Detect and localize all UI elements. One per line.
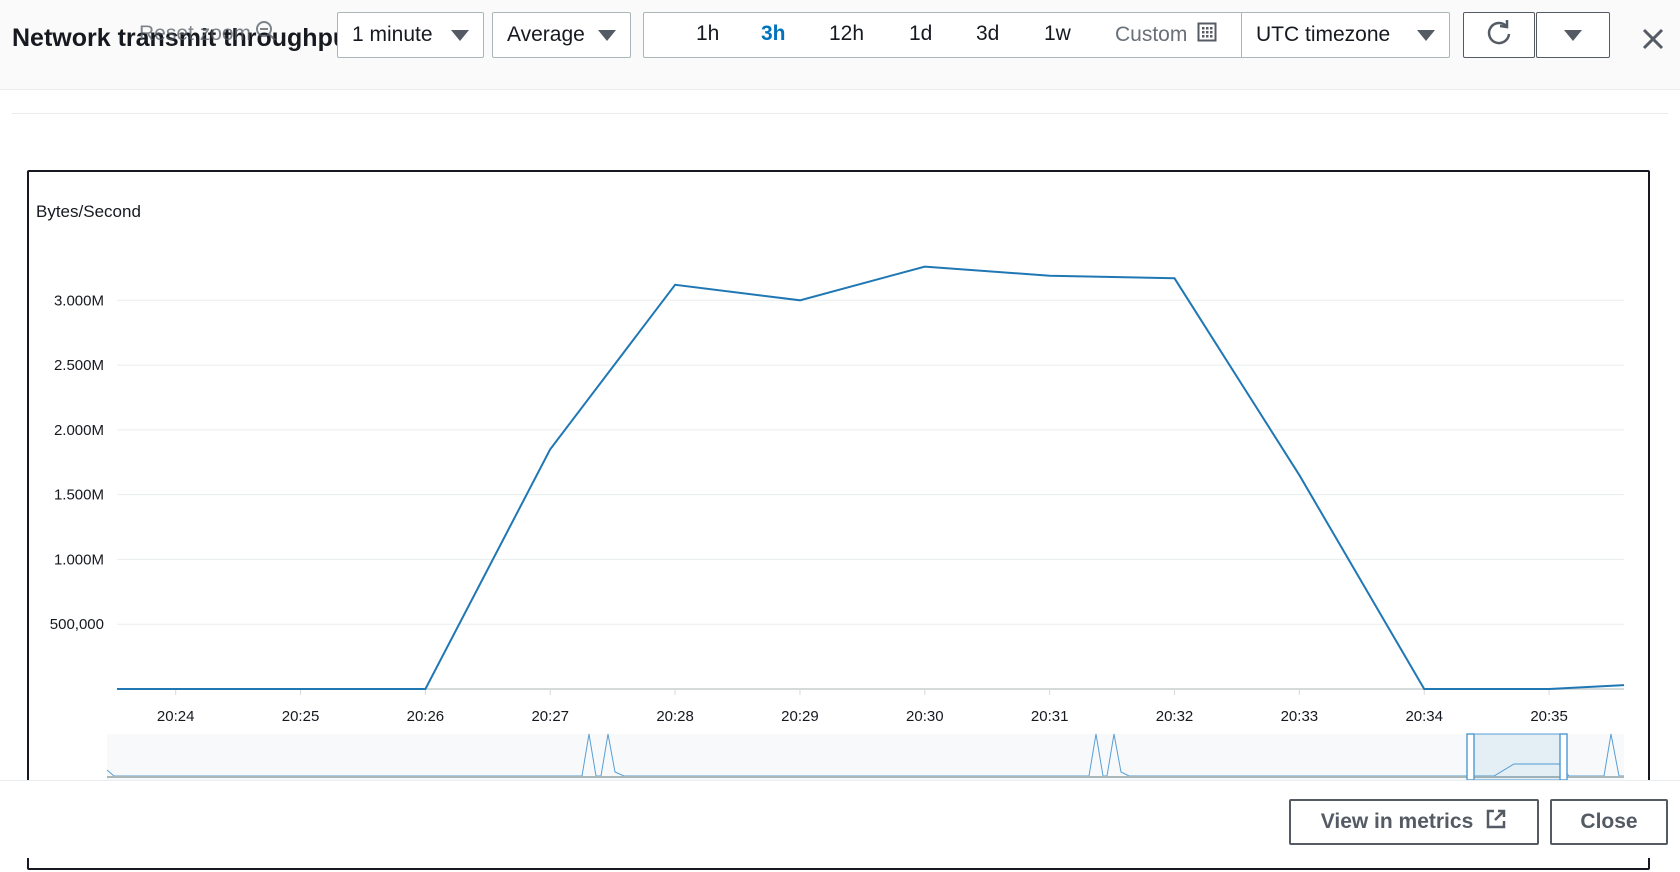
refresh-options-button[interactable]	[1536, 12, 1610, 58]
period-select-value: 1 minute	[352, 23, 433, 47]
x-tick-label: 20:30	[906, 708, 944, 725]
x-tick-label: 20:31	[1031, 708, 1069, 725]
brush-handle-left	[1467, 734, 1474, 780]
x-tick-label: 20:32	[1156, 708, 1194, 725]
overview-strip	[107, 734, 1624, 780]
timezone-select[interactable]: UTC timezone	[1241, 12, 1450, 58]
y-tick-label: 500,000	[50, 616, 104, 633]
x-tick-label: 20:34	[1405, 708, 1443, 725]
divider	[12, 113, 1668, 114]
chart-container: Bytes/Second 500,000 1.000M 1.500M 2.000M 2.5…	[27, 170, 1650, 870]
caret-down-icon	[1564, 30, 1582, 41]
range-3h[interactable]: 3h	[761, 22, 786, 46]
x-tick-label: 20:33	[1281, 708, 1319, 725]
refresh-icon	[1485, 19, 1513, 52]
time-range-selector: 1h 3h 12h 1d 3d 1w Custom	[643, 12, 1241, 58]
range-1h[interactable]: 1h	[696, 22, 719, 46]
view-in-metrics-button[interactable]: View in metrics	[1289, 799, 1539, 845]
x-tick-label: 20:25	[282, 708, 320, 725]
external-link-icon	[1485, 808, 1507, 836]
close-icon[interactable]	[1640, 26, 1666, 52]
close-button[interactable]: Close	[1550, 799, 1668, 845]
zoom-out-icon	[255, 20, 277, 48]
caret-down-icon	[451, 30, 469, 41]
modal-header: Network transmit throughput Reset zoom 1…	[0, 0, 1680, 90]
range-custom[interactable]: Custom	[1115, 22, 1217, 48]
caret-down-icon	[598, 30, 616, 41]
x-tick-label: 20:24	[157, 708, 195, 725]
y-axis-label: Bytes/Second	[36, 202, 141, 221]
close-button-label: Close	[1580, 810, 1637, 834]
x-tick-label: 20:35	[1530, 708, 1568, 725]
series-line	[117, 267, 1624, 689]
y-tick-label: 3.000M	[54, 292, 104, 309]
y-tick-label: 1.500M	[54, 487, 104, 504]
range-custom-label: Custom	[1115, 23, 1187, 47]
x-tick-label: 20:28	[656, 708, 694, 725]
range-1d[interactable]: 1d	[909, 22, 932, 46]
modal-footer: View in metrics Close	[0, 780, 1680, 858]
x-tick-label: 20:29	[781, 708, 819, 725]
caret-down-icon	[1417, 30, 1435, 41]
calendar-icon	[1197, 22, 1217, 48]
range-1w[interactable]: 1w	[1044, 22, 1071, 46]
refresh-button[interactable]	[1463, 12, 1535, 58]
period-select[interactable]: 1 minute	[337, 12, 484, 58]
statistic-select[interactable]: Average	[492, 12, 631, 58]
view-in-metrics-label: View in metrics	[1321, 810, 1474, 834]
reset-zoom-button[interactable]: Reset zoom	[139, 20, 277, 48]
range-3d[interactable]: 3d	[976, 22, 999, 46]
x-tick-label: 20:26	[407, 708, 445, 725]
y-tick-label: 2.000M	[54, 422, 104, 439]
x-tick-label: 20:27	[531, 708, 569, 725]
statistic-select-value: Average	[507, 23, 585, 47]
y-tick-label: 2.500M	[54, 357, 104, 374]
range-12h[interactable]: 12h	[829, 22, 864, 46]
timezone-select-value: UTC timezone	[1256, 23, 1390, 47]
reset-zoom-label: Reset zoom	[139, 22, 251, 46]
brush-handle-right	[1560, 734, 1567, 780]
line-chart[interactable]: Bytes/Second 500,000 1.000M 1.500M 2.000M 2.5…	[29, 172, 1652, 872]
y-tick-label: 1.000M	[54, 551, 104, 568]
overview-brush	[1467, 734, 1567, 780]
